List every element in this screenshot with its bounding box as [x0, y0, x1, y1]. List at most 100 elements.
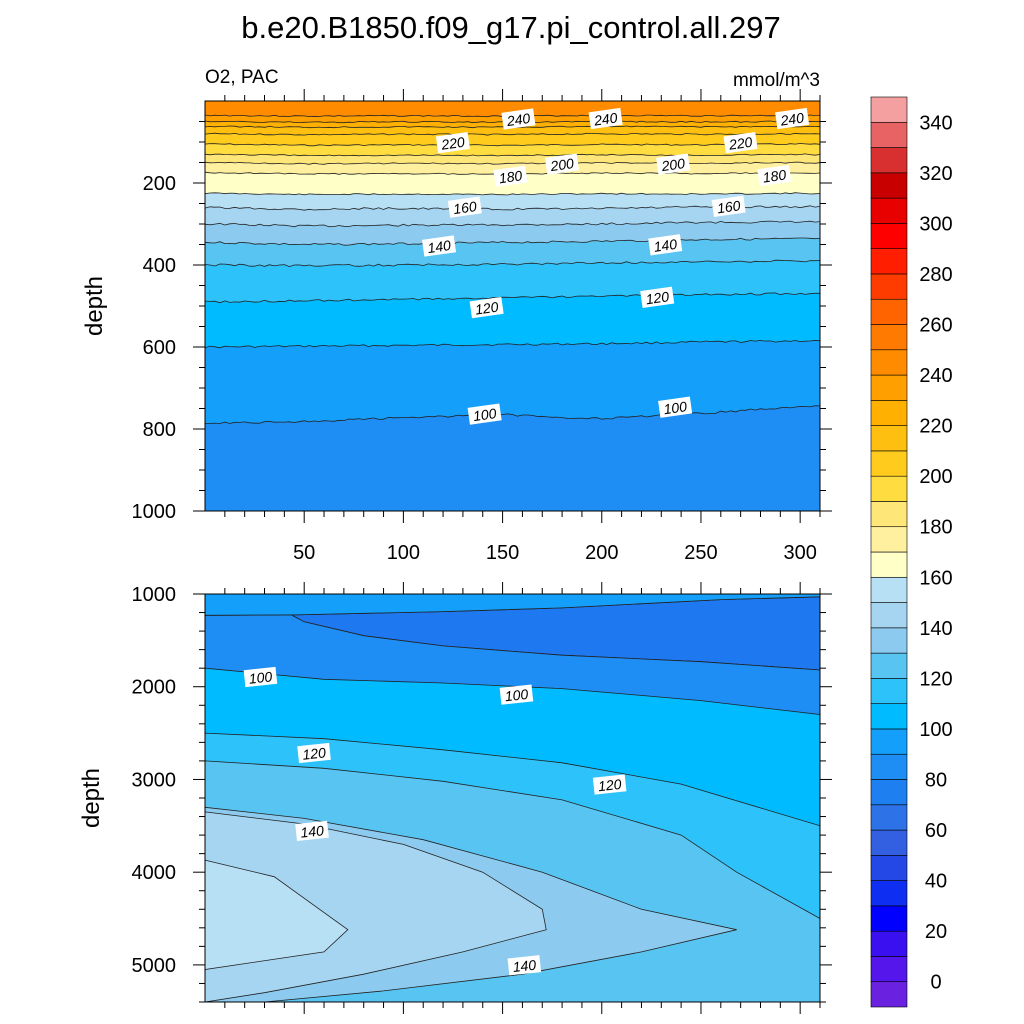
- label-box: [493, 165, 528, 187]
- top-contour-label: 220: [435, 132, 470, 154]
- colorbar-tick-label: 200: [919, 466, 952, 488]
- bottom-ytick-label: 2000: [132, 677, 177, 699]
- colorbar-bin: [870, 753, 908, 780]
- label-box: [297, 742, 331, 764]
- top-ytick-label: 600: [143, 337, 176, 359]
- top-contour-200: [204, 153, 821, 157]
- label-box: [592, 774, 627, 795]
- top-ytick-label: 800: [143, 419, 176, 441]
- colorbar-bin: [870, 121, 908, 148]
- top-ytick-label: 400: [143, 255, 176, 277]
- colorbar-bin: [870, 880, 908, 907]
- colorbar-bin: [870, 248, 908, 275]
- colorbar-bin: [870, 627, 908, 654]
- label-box: [757, 164, 792, 187]
- deep-ocean-panel: 100 100 120 120 140 140 1000 2000 3000 4000 5000 de…: [78, 582, 832, 1014]
- top-contour-label-text: 200: [548, 155, 575, 174]
- colorbar-tick-label: 120: [919, 668, 952, 690]
- colorbar-bin: [870, 501, 908, 528]
- colorbar-tick-label: 20: [925, 921, 947, 943]
- colorbar-bin: [870, 905, 908, 932]
- colorbar-bin: [870, 652, 908, 679]
- bottom-ytick-label: 4000: [132, 862, 177, 884]
- bottom-contour-label-text: 120: [597, 776, 622, 794]
- colorbar-tick-label: 300: [919, 213, 952, 235]
- label-box: [447, 196, 482, 218]
- colorbar-tick-label: 280: [919, 264, 952, 286]
- colorbar-bin: [870, 400, 908, 426]
- bottom-contour-label-text: 100: [248, 668, 273, 686]
- bottom-contour-label: 100: [243, 666, 278, 688]
- top-ytick-label: 200: [143, 173, 176, 195]
- top-fill-band-250: [205, 101, 820, 117]
- bottom-contour-label: 140: [507, 955, 542, 976]
- top-contour-label-text: 240: [779, 109, 806, 128]
- label-box: [501, 108, 536, 130]
- colorbar-bin: [870, 981, 908, 1008]
- bottom-contour-label: 140: [295, 820, 329, 842]
- colorbar-tick-label: 140: [919, 618, 952, 640]
- colorbar-bin: [870, 172, 908, 199]
- colorbar-bin: [870, 703, 908, 730]
- bottom-ylabel: depth: [78, 768, 105, 828]
- top-contour-label: 240: [775, 107, 810, 130]
- top-contour-label-text: 160: [452, 198, 478, 217]
- top-contour-label-text: 100: [472, 405, 498, 424]
- top-contour-label: 160: [711, 195, 746, 217]
- top-contour-label: 200: [545, 153, 580, 175]
- colorbar-tick-label: 0: [930, 972, 941, 994]
- bottom-contour-label: 100: [499, 684, 534, 705]
- top-ylabel: depth: [81, 276, 108, 336]
- label-box: [711, 195, 746, 217]
- colorbar-bin: [870, 450, 908, 477]
- colorbar-bin: [870, 728, 908, 755]
- top-contour-label: 240: [501, 108, 536, 130]
- colorbar-bin: [870, 576, 908, 603]
- bottom-contour-label-text: 140: [512, 957, 537, 975]
- top-contour-100: [204, 405, 821, 425]
- top-contour-170: [204, 192, 821, 196]
- top-contour-label-text: 240: [505, 110, 532, 129]
- colorbar-bin: [870, 374, 908, 401]
- top-xtick-label: 150: [486, 542, 519, 564]
- colorbar-bin: [870, 324, 908, 351]
- top-contour-label: 120: [469, 296, 504, 319]
- figure-title: b.e20.B1850.f09_g17.pi_control.all.297: [241, 10, 781, 45]
- top-contour-140: [204, 237, 821, 246]
- colorbar-tick-label: 220: [919, 416, 952, 438]
- colorbar-bin: [870, 273, 908, 300]
- colorbar-bin: [870, 298, 908, 325]
- top-xtick-label: 50: [293, 542, 315, 564]
- top-contour-label-text: 220: [727, 134, 754, 153]
- top-contour-label-text: 220: [439, 134, 466, 153]
- bottom-contour-label-text: 120: [302, 744, 327, 762]
- top-contour-130: [204, 259, 821, 268]
- top-contour-label: 180: [493, 165, 528, 187]
- top-contour-150: [204, 220, 821, 228]
- top-contour-label: 180: [757, 164, 792, 187]
- label-box: [507, 955, 542, 976]
- top-contour-190: [204, 161, 821, 165]
- colorbar-bin: [870, 551, 908, 578]
- label-box: [467, 403, 502, 425]
- colorbar-bin: [870, 855, 908, 881]
- colorbar-bin: [870, 475, 908, 502]
- top-contour-label-text: 100: [663, 398, 689, 417]
- label-box: [648, 234, 683, 256]
- colorbar-tick-label: 240: [919, 365, 952, 387]
- top-contour-label-text: 180: [762, 166, 788, 185]
- label-box: [243, 666, 278, 688]
- colorbar-bin: [870, 197, 908, 224]
- top-contour-label: 100: [467, 403, 502, 425]
- label-box: [640, 286, 675, 308]
- top-ytick-label: 1000: [132, 501, 177, 523]
- top-contour-label: 160: [447, 196, 482, 218]
- bottom-contour-label-text: 100: [504, 686, 529, 704]
- colorbar-bin: [870, 602, 908, 629]
- top-contour-label-text: 180: [498, 167, 524, 186]
- colorbar-bin: [870, 147, 908, 174]
- top-contour-120: [204, 292, 820, 304]
- colorbar-bin: [870, 349, 908, 376]
- upper-ocean-panel: 240 240 240 220 220 200 200 180 180 160 160 140 140 1…: [81, 89, 832, 564]
